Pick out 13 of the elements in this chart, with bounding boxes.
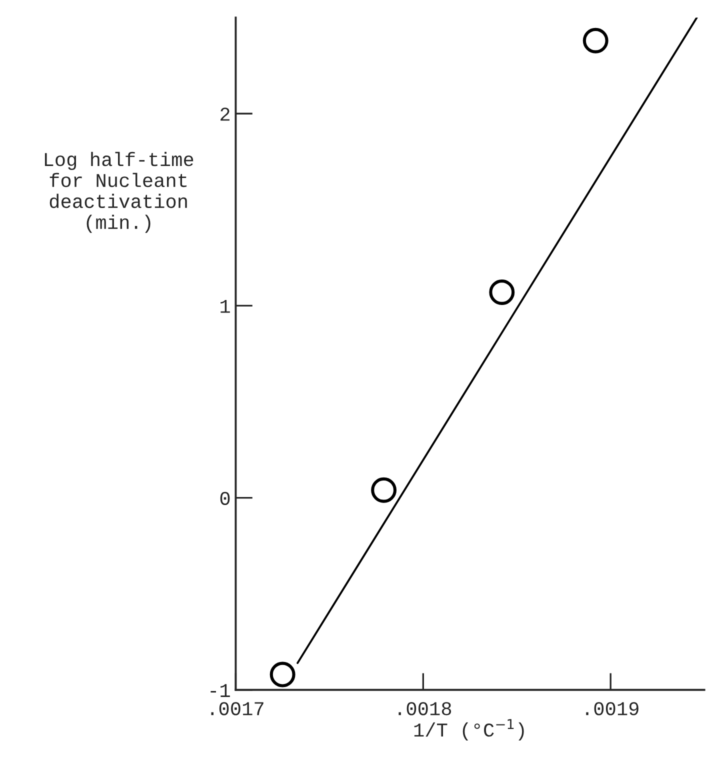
y-tick-label: -1	[210, 684, 230, 697]
point	[582, 28, 608, 54]
point	[371, 477, 397, 503]
point	[270, 662, 296, 688]
y-tick-label: 0	[220, 492, 230, 506]
x-tick-label: .0019	[586, 702, 638, 716]
x-tick-label: .0017	[211, 702, 264, 716]
x-axis-title: 1/T (°C$^{−1}$)	[414, 719, 524, 741]
point	[489, 280, 515, 305]
y-tick-label: 2	[220, 108, 230, 121]
y-tick-label: 1	[220, 300, 230, 313]
x-tick-label: .0018	[398, 702, 452, 716]
y-axis-title: Log half-time for Nucleant deactivation (min.)	[44, 152, 194, 233]
